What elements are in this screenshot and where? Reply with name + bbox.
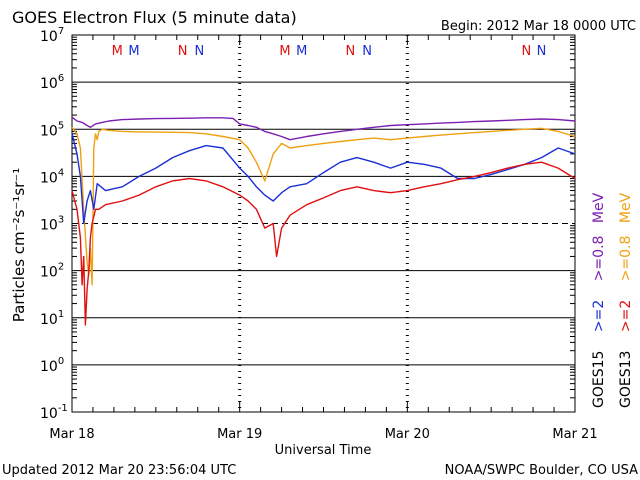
series-line <box>71 126 576 286</box>
y-axis-label: Particles cm⁻²s⁻¹sr⁻¹ <box>10 168 28 322</box>
satellite-marker: N <box>522 44 532 59</box>
svg-text:GOES15 >=2 >=0: GOES15 >=2 >=0.8 MeV <box>591 192 607 408</box>
y-tick-base: 10 <box>40 359 58 375</box>
y-tick-base: 10 <box>40 406 58 422</box>
y-tick-base: 10 <box>40 265 58 281</box>
legend-g13-high: >=2 <box>618 300 634 332</box>
satellite-marker: M <box>128 44 139 59</box>
y-tick-label: 10-1 <box>40 403 68 422</box>
satellite-marker: M <box>296 44 307 59</box>
y-tick-exponent: 1 <box>58 309 64 320</box>
legend-unit-2: MeV <box>618 192 634 223</box>
y-tick-exponent: 6 <box>58 73 64 84</box>
y-tick-exponent: -1 <box>58 403 68 414</box>
legend-g13-low: >=0.8 <box>618 236 634 282</box>
y-tick-exponent: 7 <box>58 26 64 37</box>
series-line <box>71 161 576 326</box>
satellite-marker: N <box>178 44 188 59</box>
satellite-marker: N <box>195 44 205 59</box>
legend-g15-low: >=0.8 <box>591 236 607 282</box>
grid-layer <box>71 35 576 412</box>
y-tick-label: 100 <box>40 356 64 375</box>
x-tick-label: Mar 18 <box>49 427 94 442</box>
begin-time: Begin: 2012 Mar 18 0000 UTC <box>441 19 636 34</box>
satellite-marker: N <box>537 44 547 59</box>
x-tick-label: Mar 20 <box>385 427 430 442</box>
y-tick-label: 106 <box>40 73 64 92</box>
satellite-marker: M <box>112 44 123 59</box>
legend-goes13: GOES13 <box>618 351 634 408</box>
y-tick-label: 107 <box>40 26 64 45</box>
legend: GOES15 >=2 >=0.8 MeV GOES13 >=2 >=0.8 Me… <box>591 192 634 408</box>
legend-goes15: GOES15 <box>591 351 607 408</box>
y-tick-exponent: 0 <box>58 356 64 367</box>
y-tick-base: 10 <box>40 170 58 186</box>
y-tick-label: 105 <box>40 120 64 139</box>
y-tick-base: 10 <box>40 123 58 139</box>
satellite-marker: N <box>345 44 355 59</box>
x-axis-label: Universal Time <box>275 443 372 458</box>
y-tick-label: 103 <box>40 215 64 234</box>
legend-g15-high: >=2 <box>591 300 607 332</box>
satellite-marker: M <box>279 44 290 59</box>
x-tick-label: Mar 19 <box>217 427 262 442</box>
y-tick-exponent: 4 <box>58 167 64 178</box>
chart-title: GOES Electron Flux (5 minute data) <box>12 8 297 27</box>
y-tick-base: 10 <box>40 312 58 328</box>
satellite-marker: N <box>362 44 372 59</box>
y-tick-base: 10 <box>40 29 58 45</box>
y-tick-base: 10 <box>40 76 58 92</box>
y-tick-label: 104 <box>40 167 64 186</box>
updated-time: Updated 2012 Mar 20 23:56:04 UTC <box>2 463 236 478</box>
svg-text:GOES13 >=2 >=0: GOES13 >=2 >=0.8 MeV <box>618 192 634 408</box>
y-tick-label: 102 <box>40 262 64 281</box>
y-tick-exponent: 2 <box>58 262 64 273</box>
series-layer <box>71 116 576 326</box>
x-tick-labels: Mar 18 Mar 19 Mar 20 Mar 21 <box>49 427 597 442</box>
legend-unit-1: MeV <box>591 192 607 223</box>
series-line <box>71 116 576 141</box>
credit: NOAA/SWPC Boulder, CO USA <box>445 463 638 478</box>
x-tick-label: Mar 21 <box>552 427 597 442</box>
y-tick-base: 10 <box>40 218 58 234</box>
y-tick-exponent: 5 <box>58 120 64 131</box>
y-tick-exponent: 3 <box>58 215 64 226</box>
y-tick-label: 101 <box>40 309 64 328</box>
